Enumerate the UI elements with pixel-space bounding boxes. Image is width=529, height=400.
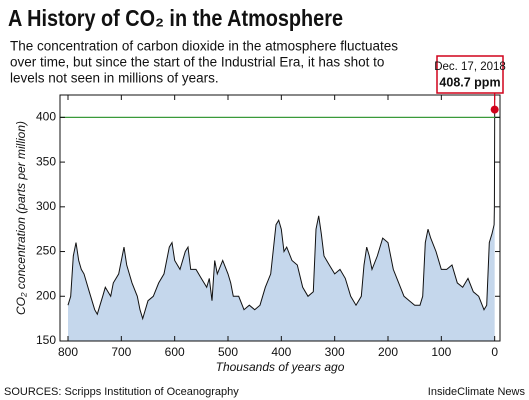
plot-frame (59, 94, 501, 342)
x-tick-label: 700 (111, 345, 131, 359)
chart-title: A History of CO₂ in the Atmosphere (8, 5, 343, 31)
line (67, 109, 496, 321)
subtitle: levels not seen in millions of years. (10, 71, 219, 86)
y-tick-label: 200 (36, 288, 56, 302)
credit: InsideClimate News (428, 386, 526, 398)
x-axis-title: Thousands of years ago (216, 360, 345, 374)
annotation-point (490, 105, 499, 114)
source: SOURCES: Scripps Institution of Oceanogr… (4, 386, 239, 398)
x-tick-label: 600 (165, 345, 185, 359)
subtitle: The concentration of carbon dioxide in t… (10, 39, 398, 54)
x-tick-label: 200 (378, 345, 398, 359)
x-tick-label: 300 (325, 345, 345, 359)
annotation-label: 408.7 ppm (439, 75, 500, 89)
y-axis-title: CO₂ concentration (parts per million) (14, 121, 28, 315)
x-tick-label: 800 (58, 345, 78, 359)
y-tick-label: 400 (36, 110, 56, 124)
annotation-box (436, 55, 504, 94)
y-tick-label: 350 (36, 154, 56, 168)
y-tick-label: 300 (36, 199, 56, 213)
annotation-date: Dec. 17, 2018 (434, 61, 506, 73)
x-tick-label: 500 (218, 345, 238, 359)
y-tick-label: 150 (36, 333, 56, 347)
area-fill (68, 109, 495, 341)
y-tick-label: 250 (36, 244, 56, 258)
x-tick-label: 400 (271, 345, 291, 359)
x-tick-label: 100 (431, 345, 451, 359)
x-tick-label: 0 (491, 345, 498, 359)
subtitle: over time, but since the start of the In… (10, 55, 384, 70)
